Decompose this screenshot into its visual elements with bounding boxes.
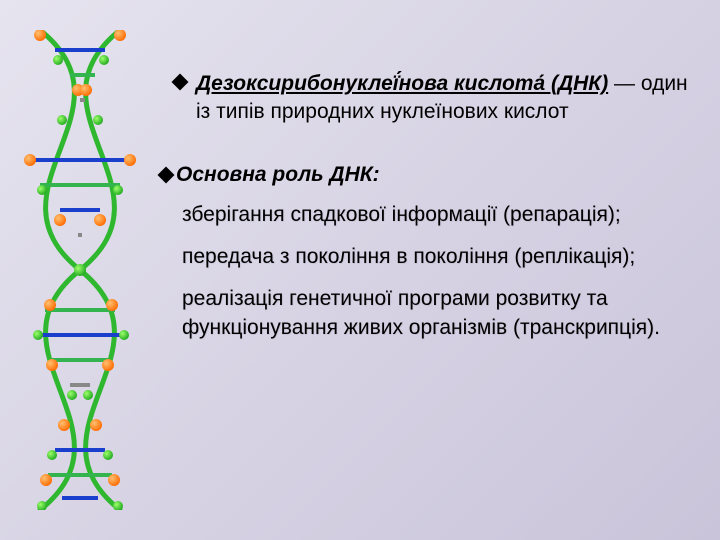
role-heading: Основна роль ДНК: — [176, 163, 690, 187]
slide-content: Дезоксирибонуклеї́нова кислота́ (ДНК) — … — [160, 70, 690, 370]
dna-helix-illustration — [0, 30, 180, 510]
definition-block: Дезоксирибонуклеї́нова кислота́ (ДНК) — … — [174, 70, 690, 127]
role-item-2: передача з покоління в покоління (реплік… — [182, 243, 690, 271]
bullet-diamond-icon — [172, 74, 189, 91]
bullet-diamond-icon — [158, 166, 175, 183]
definition-term: Дезоксирибонуклеї́нова кислота́ (ДНК) — [196, 72, 608, 95]
role-item-3: реалізація генетичної програми розвитку … — [182, 285, 690, 342]
definition-text: Дезоксирибонуклеї́нова кислота́ (ДНК) — … — [196, 70, 690, 127]
role-block: Основна роль ДНК: зберігання спадкової і… — [160, 163, 690, 342]
role-item-1: зберігання спадкової інформації (репарац… — [182, 201, 690, 229]
